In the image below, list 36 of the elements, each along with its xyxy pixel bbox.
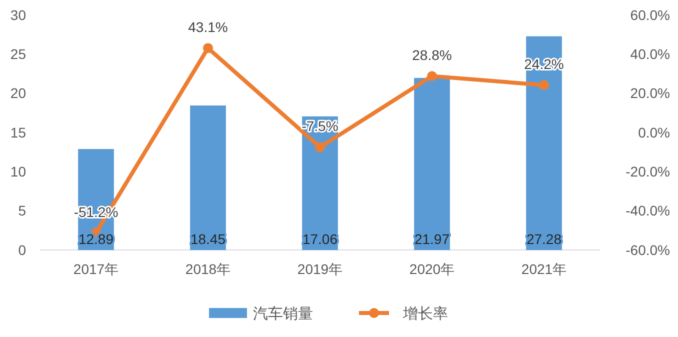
data-label: 27.28 (526, 231, 562, 247)
data-label: 12.89 (78, 231, 114, 247)
bar (190, 105, 226, 250)
data-label: 28.8% (412, 47, 452, 64)
point (539, 80, 549, 90)
y2-tick-label: -40.0% (626, 202, 670, 219)
y-tick-label: 10 (10, 164, 26, 180)
data-label: 17.06 (302, 231, 338, 247)
bar (414, 78, 450, 250)
bar (526, 36, 562, 250)
x-tick-label: 2019年 (297, 261, 343, 277)
y2-tick-label: -60.0% (626, 242, 670, 258)
data-label: 43.1% (188, 19, 228, 36)
x-tick-label: 2021年 (521, 261, 567, 277)
y2-tick-label: 0.0% (638, 124, 670, 140)
data-label: 18.45 (190, 231, 226, 247)
data-label: 21.97 (414, 231, 450, 247)
legend-label: 增长率 (402, 305, 448, 322)
data-label: -7.5% (302, 118, 338, 134)
y2-tick-label: 20.0% (630, 85, 670, 102)
legend-label: 汽车销量 (253, 305, 313, 322)
y2-tick-label: -20.0% (626, 164, 670, 180)
y-tick-label: 25 (10, 46, 26, 62)
y-tick-label: 0 (18, 242, 26, 258)
y-tick-label: 20 (10, 85, 26, 102)
x-tick-label: 2020年 (409, 261, 455, 277)
point (315, 142, 325, 152)
y-tick-label: 30 (10, 6, 26, 23)
y-tick-label: 15 (10, 124, 26, 140)
y2-tick-label: 40.0% (630, 46, 670, 62)
y2-tick-label: 60.0% (630, 6, 670, 23)
point (203, 43, 213, 54)
y-tick-label: 5 (18, 202, 26, 219)
point (427, 71, 437, 82)
x-tick-label: 2017年 (73, 261, 119, 277)
x-tick-label: 2018年 (185, 261, 231, 277)
